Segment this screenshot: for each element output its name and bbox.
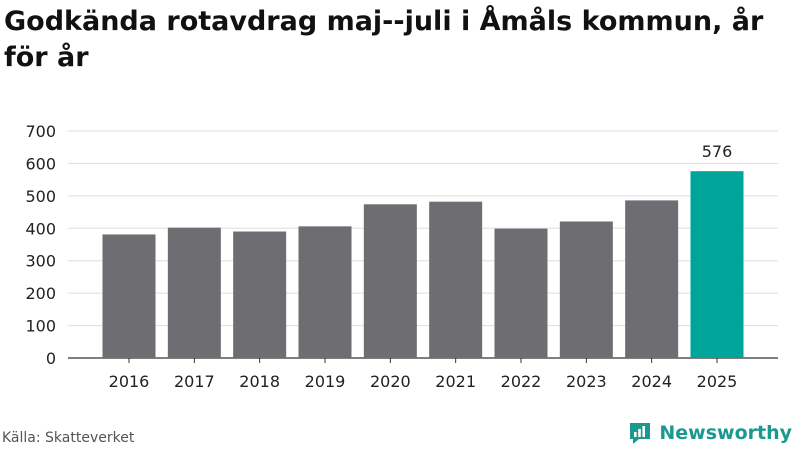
y-tick-label: 0 <box>46 349 56 368</box>
x-tick-label: 2024 <box>631 372 672 391</box>
x-tick-label: 2017 <box>174 372 215 391</box>
y-tick-label: 200 <box>25 284 56 303</box>
y-tick-label: 500 <box>25 187 56 206</box>
x-axis-ticks: 2016 2017 2018 2019 2020 2021 2022 2023 2024 2025 <box>109 358 738 391</box>
x-tick-label: 2023 <box>566 372 607 391</box>
x-tick-label: 2022 <box>501 372 542 391</box>
bar-2023 <box>559 221 613 358</box>
y-tick-label: 700 <box>25 122 56 141</box>
y-tick-label: 100 <box>25 317 56 336</box>
bar-2020 <box>363 204 417 358</box>
x-tick-label: 2018 <box>239 372 280 391</box>
x-tick-label: 2020 <box>370 372 411 391</box>
newsworthy-logo-icon <box>630 423 651 444</box>
brand-logo: Newsworthy <box>627 420 792 446</box>
bar-2016 <box>102 234 156 358</box>
bar-2022 <box>494 228 548 358</box>
brand-name: Newsworthy <box>659 422 792 444</box>
y-tick-label: 300 <box>25 252 56 271</box>
data-label: 576 <box>702 142 733 161</box>
x-tick-label: 2016 <box>109 372 150 391</box>
bar-2017 <box>167 227 221 358</box>
bar-2018 <box>233 231 287 358</box>
x-tick-label: 2019 <box>305 372 346 391</box>
source-note: Källa: Skatteverket <box>2 430 135 446</box>
y-tick-label: 400 <box>25 219 56 238</box>
bar-2025 <box>690 171 744 358</box>
y-tick-label: 600 <box>25 154 56 173</box>
x-tick-label: 2025 <box>697 372 738 391</box>
data-labels: 576 <box>702 142 733 161</box>
y-axis-ticks: 0 100 200 300 400 500 600 700 <box>25 122 56 368</box>
bar-2019 <box>298 226 352 358</box>
x-tick-label: 2021 <box>435 372 476 391</box>
bars <box>102 171 744 358</box>
bar-2021 <box>429 201 483 358</box>
bar-2024 <box>625 200 679 358</box>
chart-title: Godkända rotavdrag maj--juli i Åmåls kom… <box>4 6 764 73</box>
